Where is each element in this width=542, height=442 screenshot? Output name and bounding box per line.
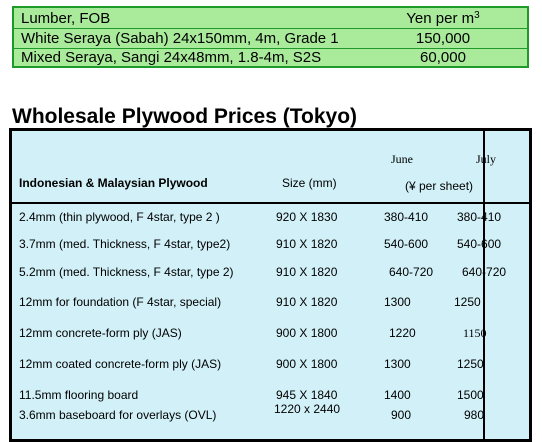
product-name: 12mm for foundation (F 4star, special) — [19, 295, 222, 309]
lumber-row: White Seraya (Sabah) 24x150mm, 4m, Grade… — [14, 29, 527, 48]
lumber-unit-superscript: 3 — [474, 10, 480, 21]
plywood-section-title: Wholesale Plywood Prices (Tokyo) — [12, 105, 358, 128]
product-column-header: Indonesian & Malaysian Plywood — [19, 176, 208, 190]
product-size: 910 X 1820 — [276, 265, 338, 279]
lumber-price-table: Lumber, FOB Yen per m3 White Seraya (Sab… — [12, 6, 529, 68]
lumber-unit-label: Yen per m — [406, 10, 475, 27]
product-name: 11.5mm flooring board — [19, 388, 139, 402]
table-row: 3.6mm baseboard for overlays (OVL) 1220 … — [12, 402, 529, 422]
june-price: 900 — [391, 408, 412, 422]
product-size: 910 X 1820 — [276, 295, 338, 309]
july-price: 1150 — [463, 326, 487, 340]
size-column-header: Size (mm) — [282, 176, 337, 190]
lumber-item-name: White Seraya (Sabah) 24x150mm, 4m, Grade… — [21, 30, 339, 47]
product-name: 5.2mm (med. Thickness, F 4star, type 2) — [19, 265, 234, 279]
lumber-item-price: 150,000 — [415, 30, 471, 47]
plywood-price-table: June July Indonesian & Malaysian Plywood… — [9, 128, 532, 442]
table-row: 3.7mm (med. Thickness, F 4star, type2) 9… — [12, 235, 529, 253]
june-price: 1400 — [384, 388, 411, 402]
lumber-header-label: Lumber, FOB — [21, 10, 111, 27]
price-unit-header: (¥ per sheet) — [405, 179, 474, 193]
column-divider — [483, 131, 485, 439]
table-row: 12mm coated concrete-form ply (JAS) 900 … — [12, 355, 529, 373]
june-column-header: June — [391, 152, 413, 166]
product-size: 1220 x 2440 — [274, 402, 341, 416]
july-price: 1500 — [457, 388, 484, 402]
lumber-item-price: 60,000 — [420, 49, 466, 66]
table-row: 12mm for foundation (F 4star, special) 9… — [12, 293, 529, 311]
lumber-row: Mixed Seraya, Sangi 24x48mm, 1.8-4m, S2S… — [14, 48, 527, 67]
lumber-divider — [14, 28, 527, 29]
product-size: 945 X 1840 — [276, 388, 338, 402]
july-price: 380-410 — [457, 210, 502, 224]
product-size: 920 X 1830 — [276, 210, 338, 224]
table-row: 12mm concrete-form ply (JAS) 900 X 1800 … — [12, 324, 529, 342]
product-name: 3.7mm (med. Thickness, F 4star, type2) — [19, 237, 231, 251]
table-row: 2.4mm (thin plywood, F 4star, type 2 ) 9… — [12, 208, 529, 226]
product-size: 910 X 1820 — [276, 237, 338, 251]
june-price: 540-600 — [384, 237, 429, 251]
lumber-divider — [14, 48, 527, 49]
july-price: 540-600 — [457, 237, 502, 251]
june-price: 1220 — [389, 326, 416, 340]
lumber-header-row: Lumber, FOB Yen per m3 — [14, 9, 527, 28]
table-row: 5.2mm (med. Thickness, F 4star, type 2) … — [12, 263, 529, 281]
june-price: 640-720 — [389, 265, 434, 279]
product-name: 12mm concrete-form ply (JAS) — [19, 326, 182, 340]
july-price: 980 — [464, 408, 485, 422]
product-name: 12mm coated concrete-form ply (JAS) — [19, 357, 222, 371]
july-column-header: July — [476, 152, 497, 166]
lumber-item-name: Mixed Seraya, Sangi 24x48mm, 1.8-4m, S2S — [21, 49, 322, 66]
july-price: 1250 — [457, 357, 484, 371]
june-price: 380-410 — [384, 210, 429, 224]
june-price: 1300 — [384, 357, 411, 371]
product-size: 900 X 1800 — [276, 326, 338, 340]
july-price: 1250 — [454, 295, 481, 309]
product-name: 2.4mm (thin plywood, F 4star, type 2 ) — [19, 210, 220, 224]
lumber-unit-header: Yen per m3 — [384, 9, 502, 28]
july-price: 640-720 — [462, 265, 507, 279]
product-name: 3.6mm baseboard for overlays (OVL) — [19, 408, 217, 422]
header-divider — [12, 202, 529, 204]
june-price: 1300 — [384, 295, 411, 309]
table-row: 11.5mm flooring board 945 X 1840 1400 15… — [12, 386, 529, 404]
product-size: 900 X 1800 — [276, 357, 338, 371]
